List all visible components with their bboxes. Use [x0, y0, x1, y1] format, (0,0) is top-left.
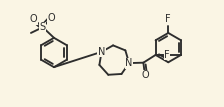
Text: O: O: [30, 14, 37, 24]
Text: F: F: [164, 50, 170, 60]
Text: N: N: [125, 58, 133, 68]
Text: F: F: [166, 14, 171, 24]
Text: O: O: [141, 70, 149, 80]
Text: N: N: [98, 47, 105, 57]
Text: S: S: [40, 22, 46, 32]
Text: O: O: [47, 13, 55, 23]
